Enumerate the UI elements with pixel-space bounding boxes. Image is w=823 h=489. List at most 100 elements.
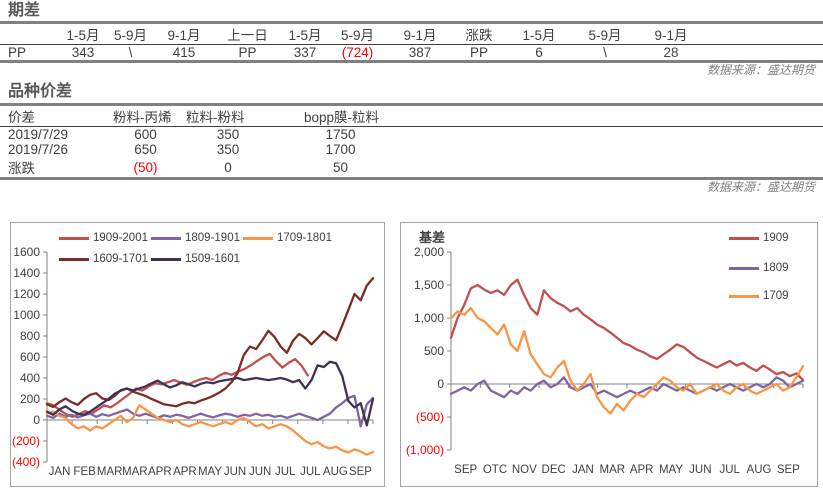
table-cell: 343 [71,45,95,60]
svg-text:AUG: AUG [747,464,772,476]
column-header: 1-5月 [288,28,322,43]
variety-table-row: 2019/7/29 600 350 1750 [0,127,823,142]
spread-table-data-row: PP 343 \ 415 PP 337 (724) 387 PP 6 \ 28 [0,45,823,60]
line-series-1709 [449,306,805,415]
line-series-1809-1901 [45,394,375,428]
svg-text:JUN: JUN [249,466,271,478]
divider [0,60,823,63]
legend-label: 1709-1801 [277,232,332,244]
table-cell: 387 [408,45,432,60]
data-source-note: 数据来源：盛达期货 [706,63,815,77]
chart-canvas: 2,000 1,500 1,000 500 0 (500) (1,000) SEP OTC NOV… [406,245,805,476]
svg-text:MAR: MAR [97,466,123,478]
svg-text:DEC: DEC [542,464,566,476]
line-series-1909 [449,278,805,382]
svg-text:JAN: JAN [572,464,594,476]
legend-item-1909-2001: 1909-2001 [59,231,148,245]
svg-text:SEP: SEP [349,466,372,478]
svg-text:JUL: JUL [300,466,321,478]
table-cell: \ [128,45,133,60]
legend-label: 1509-1601 [185,253,240,265]
table-cell-negative: (50) [133,159,158,175]
spread-table-header-row: 1-5月 5-9月 9-1月 上一日 1-5月 5-9月 9-1月 涨跌 1-5… [0,24,823,44]
svg-text:MAY: MAY [659,464,683,476]
svg-text:1,500: 1,500 [414,278,444,292]
table-cell: 600 [134,127,157,142]
table-cell: 350 [216,142,240,157]
svg-text:(200): (200) [12,434,40,448]
svg-text:800: 800 [20,329,40,343]
column-header: 9-1月 [654,28,688,43]
svg-text:1200: 1200 [13,287,40,301]
svg-text:APR: APR [148,466,172,478]
svg-text:OTC: OTC [483,464,507,476]
svg-text:200: 200 [20,392,40,406]
svg-text:(400): (400) [12,455,40,469]
table-cell: 涨跌 [8,161,35,176]
legend-swatch [59,257,89,261]
table-cell: \ [603,45,607,60]
axes [43,251,374,463]
variety-table-row: 2019/7/26 650 350 1700 [0,142,823,157]
table-cell: 350 [216,127,240,142]
legend-swatch [59,236,89,240]
divider [0,177,823,180]
table-cell-negative: (724) [341,45,374,60]
column-header: 1-5月 [522,28,556,43]
legend-swatch [729,236,759,240]
table-cell: PP [469,45,488,60]
table-cell: PP [238,45,257,60]
legend-swatch [729,294,759,298]
line-series-1609-1701 [45,277,375,409]
svg-text:MAY: MAY [198,466,222,478]
line-series-1809 [449,376,805,399]
divider [0,21,823,24]
table-cell: 1700 [325,142,356,157]
svg-text:JUN: JUN [224,466,246,478]
column-header: 5-9月 [588,28,622,43]
svg-text:0: 0 [33,413,40,427]
svg-text:APR: APR [173,466,197,478]
svg-text:1600: 1600 [13,245,40,259]
y-axis-labels: 1600 1400 1200 1000 800 600 400 200 0 (200) (400) [12,245,40,469]
charts-area: 1600 1400 1200 1000 800 600 400 200 0 (200) (400) J… [0,222,823,489]
column-header: 上一日 [227,28,268,43]
svg-text:SEP: SEP [454,464,477,476]
svg-text:500: 500 [424,344,444,358]
legend-swatch [151,257,181,261]
legend-item-1709-1801: 1709-1801 [243,231,332,245]
svg-text:JUL: JUL [275,466,296,478]
divider [0,126,823,127]
x-axis-labels: SEP OTC NOV DEC JAN MAR APR MAY JUN JUL AUG SEP [454,464,800,476]
variety-table-row-change: 涨跌 (50) 0 50 [0,157,823,177]
svg-text:1400: 1400 [13,266,40,280]
legend-item-1609-1701: 1609-1701 [59,252,148,266]
legend-label: 1909 [763,232,789,244]
chart-title: 基差 [419,230,446,245]
divider [0,103,823,106]
column-header: bopp膜-粒料 [304,110,380,125]
table-cell: 50 [332,159,349,175]
svg-text:NOV: NOV [512,464,537,476]
table-cell: 28 [663,45,679,60]
legend-swatch [151,236,181,240]
svg-text:1000: 1000 [13,308,40,322]
legend-item-1909: 1909 [729,231,789,245]
legend-item-1709: 1709 [729,289,789,303]
svg-text:AUG: AUG [323,466,348,478]
legend-label: 1809-1901 [185,232,240,244]
table-cell: 415 [172,45,196,60]
column-header: 1-5月 [66,28,100,43]
legend-swatch [729,266,759,270]
data-source-note: 数据来源：盛达期货 [706,180,815,194]
svg-text:400: 400 [20,371,40,385]
column-header: 涨跌 [465,28,493,43]
svg-text:1,000: 1,000 [414,311,444,325]
column-header: 9-1月 [167,28,201,43]
line-series-1509-1601 [45,360,375,427]
table-cell: 1750 [325,127,356,142]
y-axis-labels: 2,000 1,500 1,000 500 0 (500) (1,000) [406,245,444,457]
table-cell: PP [8,45,27,60]
legend-item-1809-1901: 1809-1901 [151,231,240,245]
